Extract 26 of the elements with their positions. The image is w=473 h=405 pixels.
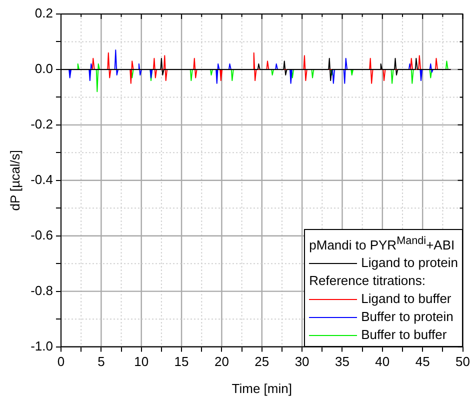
y-tick-label: -1.0 <box>30 338 53 354</box>
x-axis-title: Time [min] <box>232 380 292 396</box>
x-tick-label: 10 <box>134 354 149 370</box>
y-tick-label: -0.6 <box>30 227 53 242</box>
x-tick-label: 5 <box>98 354 105 370</box>
y-tick-label: -0.4 <box>30 172 53 187</box>
x-tick-label: 0 <box>57 354 65 370</box>
legend-title: pMandi to PYR$^{Mandi}$+ABI <box>309 234 456 254</box>
x-tick-label: 25 <box>254 354 270 370</box>
y-axis-title: dP [µcal/s] <box>7 150 22 211</box>
x-tick-label: 40 <box>375 354 390 370</box>
annotation: Reference titrations: <box>309 272 426 290</box>
x-tick-label: 30 <box>294 354 310 370</box>
y-tick-label: -0.2 <box>30 116 53 132</box>
legend-label: Ligand to buffer <box>361 290 452 308</box>
legend-label: Buffer to buffer <box>361 326 447 344</box>
y-tick-label: -0.8 <box>30 282 53 298</box>
legend-label: Buffer to protein <box>361 308 454 326</box>
x-tick-label: 20 <box>214 354 229 370</box>
x-tick-label: 35 <box>335 354 350 370</box>
legend-label: Ligand to protein <box>361 254 458 272</box>
y-tick-label: 0.0 <box>34 61 53 76</box>
x-tick-label: 45 <box>415 354 430 370</box>
x-tick-label: 15 <box>174 354 189 370</box>
y-tick-label: 0.2 <box>34 6 53 21</box>
x-tick-label: 50 <box>456 354 470 370</box>
